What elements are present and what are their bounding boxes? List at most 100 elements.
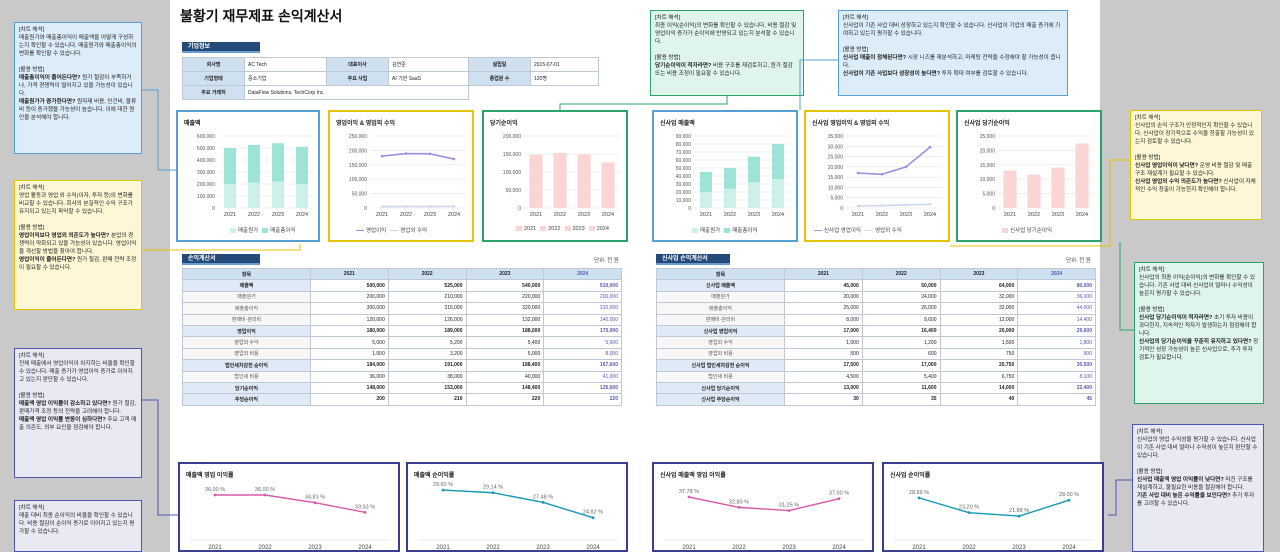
table-cell[interactable]: 20,000 [784, 290, 863, 304]
table-cell[interactable]: 14,000 [939, 381, 1019, 395]
table-cell[interactable]: 189,000 [387, 324, 467, 338]
table-cell[interactable]: 11,600 [861, 381, 941, 395]
table-cell[interactable]: 41,000 [543, 370, 622, 383]
table-cell[interactable]: 16,400 [861, 324, 941, 338]
table-cell[interactable]: 200 [310, 393, 389, 406]
table-cell[interactable]: 5,400 [861, 370, 941, 383]
table-cell[interactable]: 50,000 [861, 279, 941, 292]
table-cell[interactable]: 525,000 [387, 279, 467, 292]
table-cell[interactable]: 170,000 [543, 324, 622, 338]
field-value[interactable]: 120명 [530, 71, 599, 86]
table-cell[interactable]: 315,000 [387, 302, 467, 315]
data-point [904, 203, 908, 207]
table-cell[interactable]: 38,000 [387, 370, 467, 383]
table-cell[interactable]: 600 [861, 347, 941, 361]
table-cell[interactable]: 320,000 [465, 302, 545, 315]
x-tick-label: 2023 [1012, 545, 1026, 550]
table-cell[interactable]: 6,750 [939, 370, 1019, 383]
table-cell[interactable]: 4,500 [784, 370, 863, 383]
table-cell[interactable]: 750 [939, 347, 1019, 361]
table-cell[interactable]: 25,000 [784, 302, 863, 315]
table-cell[interactable]: 191,000 [387, 359, 467, 372]
table-cell[interactable]: 220 [465, 393, 545, 406]
table-cell[interactable]: 200,000 [543, 290, 622, 304]
table-cell[interactable]: 26,000 [861, 302, 941, 315]
data-point [380, 154, 384, 158]
table-cell[interactable]: 22,400 [1017, 381, 1096, 395]
table-cell[interactable]: 1,000 [310, 347, 389, 361]
table-cell[interactable]: 210 [387, 393, 467, 406]
table-cell[interactable]: 5,000 [310, 336, 389, 349]
table-cell[interactable]: 132,000 [465, 313, 545, 326]
column-header: 2023 [939, 267, 1019, 281]
table-cell[interactable]: 188,000 [465, 324, 545, 338]
table-cell[interactable]: 140,000 [543, 313, 622, 326]
table-cell[interactable]: 148,400 [465, 381, 545, 395]
table-cell[interactable]: 5,600 [543, 336, 622, 349]
table-cell[interactable]: 1,500 [939, 336, 1019, 349]
table-cell[interactable]: 32,000 [939, 290, 1019, 304]
table-cell[interactable]: 126,600 [543, 381, 622, 395]
table-cell[interactable]: 30,500 [1017, 359, 1096, 372]
table-cell[interactable]: 5,000 [465, 347, 545, 361]
table-cell[interactable]: 20,750 [939, 359, 1019, 372]
row-label: 신사업 영업이익 [656, 324, 785, 338]
table-cell[interactable]: 5,400 [465, 336, 545, 349]
table-cell[interactable]: 12,000 [939, 313, 1019, 326]
table-cell[interactable]: 45,000 [784, 279, 863, 292]
table-cell[interactable]: 8,000 [784, 313, 863, 326]
data-point [404, 205, 408, 208]
table-cell[interactable]: 167,600 [543, 359, 622, 372]
table-cell[interactable]: 3,200 [387, 347, 467, 361]
table-cell[interactable]: 126,000 [387, 313, 467, 326]
table-cell[interactable]: 40,000 [465, 370, 545, 383]
table-cell[interactable]: 5,200 [387, 336, 467, 349]
table-cell[interactable]: 17,000 [861, 359, 941, 372]
bar-net [529, 154, 543, 208]
table-cell[interactable]: 29,600 [1017, 324, 1096, 338]
table-cell[interactable]: 35 [861, 393, 941, 406]
table-cell[interactable]: 17,000 [784, 324, 863, 338]
table-cell[interactable]: 310,000 [543, 302, 622, 315]
table-cell[interactable]: 36,000 [1017, 290, 1096, 304]
table-cell[interactable]: 120,000 [310, 313, 389, 326]
table-cell[interactable]: 220,000 [465, 290, 545, 304]
table-cell[interactable]: 64,000 [939, 279, 1019, 292]
table-cell[interactable]: 17,500 [784, 359, 863, 372]
table-cell[interactable]: 188,400 [465, 359, 545, 372]
table-cell[interactable]: 153,000 [387, 381, 467, 395]
x-tick-label: 2023 [748, 212, 760, 218]
table-cell[interactable]: 36,000 [310, 370, 389, 383]
table-cell[interactable]: 9,600 [861, 313, 941, 326]
table-cell[interactable]: 180,000 [310, 324, 389, 338]
table-cell[interactable]: 32,000 [939, 302, 1019, 315]
table-cell[interactable]: 210,000 [387, 290, 467, 304]
table-cell[interactable]: 510,000 [543, 279, 622, 292]
table-cell[interactable]: 300,000 [310, 302, 389, 315]
table-cell[interactable]: 540,000 [465, 279, 545, 292]
table-cell[interactable]: 20,000 [939, 324, 1019, 338]
table-cell[interactable]: 500,000 [310, 279, 389, 292]
bar-cost [224, 184, 236, 208]
table-cell[interactable]: 148,000 [310, 381, 389, 395]
table-cell[interactable]: 8,000 [543, 347, 622, 361]
table-cell[interactable]: 1,800 [1017, 336, 1096, 349]
table-cell[interactable]: 80,000 [1017, 279, 1096, 292]
table-cell[interactable]: 30 [784, 393, 863, 406]
table-cell[interactable]: 44,000 [1017, 302, 1096, 315]
table-cell[interactable]: 14,400 [1017, 313, 1096, 326]
table-cell[interactable]: 184,000 [310, 359, 389, 372]
table-cell[interactable]: 1,200 [861, 336, 941, 349]
table-cell[interactable]: 500 [784, 347, 863, 361]
table-cell[interactable]: 220 [543, 393, 622, 406]
field-value[interactable]: DataFlow Solutions, TechCorp Inc. [244, 85, 469, 100]
table-cell[interactable]: 1,000 [784, 336, 863, 349]
table-cell[interactable]: 13,000 [784, 381, 863, 395]
table-cell[interactable]: 45 [1017, 393, 1096, 406]
y-tick-label: 40,000 [676, 174, 692, 180]
table-cell[interactable]: 200,000 [310, 290, 389, 304]
table-cell[interactable]: 900 [1017, 347, 1096, 361]
table-cell[interactable]: 24,000 [861, 290, 941, 304]
table-cell[interactable]: 8,100 [1017, 370, 1096, 383]
table-cell[interactable]: 40 [939, 393, 1019, 406]
